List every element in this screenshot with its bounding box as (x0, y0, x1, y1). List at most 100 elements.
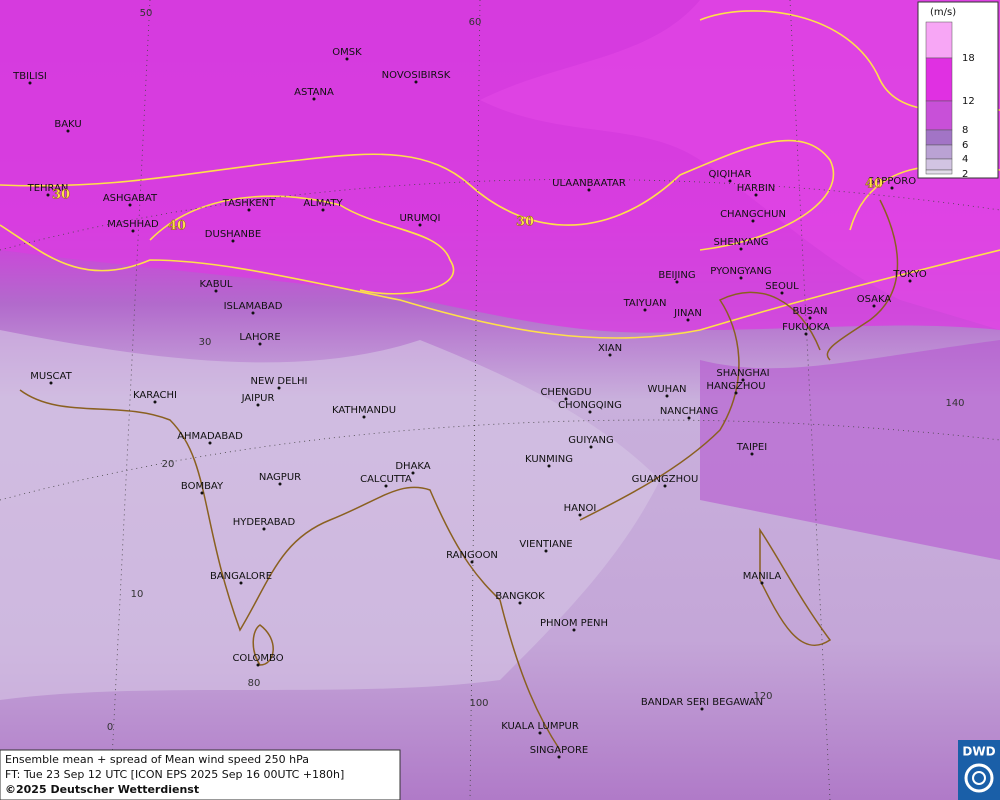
city-label: BAKU (54, 119, 81, 130)
city-marker (608, 353, 612, 357)
city-label: ALMATY (303, 198, 343, 209)
city-marker (200, 491, 204, 495)
city-label: ISLAMABAD (224, 301, 283, 312)
city-marker (46, 193, 50, 197)
city-marker (780, 291, 784, 295)
city-marker (728, 179, 732, 183)
city-label: TASHKENT (222, 198, 276, 209)
graticule-label: 100 (469, 698, 488, 709)
city-marker (544, 549, 548, 553)
city-label: BANDAR SERI BEGAWAN (641, 697, 763, 708)
city-label: JINAN (673, 308, 702, 319)
graticule-label: 60 (469, 17, 482, 28)
legend-label: 18 (962, 53, 975, 64)
city-label: MANILA (743, 571, 782, 582)
footer-line: FT: Tue 23 Sep 12 UTC [ICON EPS 2025 Sep… (5, 768, 344, 781)
city-label: SHANGHAI (716, 368, 769, 379)
city-marker (665, 394, 669, 398)
city-label: KUALA LUMPUR (501, 721, 579, 732)
city-marker (411, 471, 415, 475)
city-marker (754, 193, 758, 197)
city-marker (239, 581, 243, 585)
legend-swatch (925, 57, 953, 102)
city-label: BEIJING (658, 270, 695, 281)
city-marker (247, 208, 251, 212)
coastlines (19, 199, 899, 751)
city-label: TEHRAN (27, 183, 69, 194)
logo-icon (972, 771, 986, 785)
city-label: ASTANA (294, 87, 334, 98)
city-label: FUKUOKA (782, 322, 830, 333)
city-marker (214, 289, 218, 293)
city-label: AHMADABAD (177, 431, 243, 442)
city-marker (643, 308, 647, 312)
city-label: MUSCAT (30, 371, 72, 382)
city-marker (872, 304, 876, 308)
graticule-label: 120 (753, 691, 772, 702)
city-label: KABUL (200, 279, 233, 290)
city-marker (345, 57, 349, 61)
graticule-label: 10 (131, 589, 144, 600)
legend-swatch (925, 100, 953, 131)
city-marker (362, 415, 366, 419)
footer-box (0, 749, 401, 800)
city-marker (741, 378, 745, 382)
city-marker (312, 97, 316, 101)
legend: (m/s) 18 12 8 6 4 2 (917, 1, 999, 180)
wind-field (480, 0, 1000, 330)
logo: DWD (962, 745, 995, 759)
city-marker (547, 464, 551, 468)
city-marker (418, 223, 422, 227)
contour-label: 40 (168, 219, 186, 234)
city-marker (131, 229, 135, 233)
city-marker (278, 482, 282, 486)
city-label: NOVOSIBIRSK (382, 70, 451, 81)
city-marker (28, 81, 32, 85)
legend-bar: 18 12 8 6 4 2 (925, 21, 975, 180)
city-label: BUSAN (792, 306, 827, 317)
city-marker (262, 527, 266, 531)
city-label: JAIPUR (241, 393, 275, 404)
city-marker (538, 731, 542, 735)
city-label: CHANGCHUN (720, 209, 786, 220)
city-marker (49, 381, 53, 385)
city-label: LAHORE (239, 332, 280, 343)
city-label: HARBIN (737, 183, 776, 194)
city-marker (751, 219, 755, 223)
city-label: QIQIHAR (709, 169, 752, 180)
city-marker (587, 188, 591, 192)
city-marker (321, 208, 325, 212)
city-label: NEW DELHI (251, 376, 308, 387)
graticule-label: 80 (248, 678, 261, 689)
city-marker (564, 397, 568, 401)
city-marker (518, 601, 522, 605)
city-marker (734, 391, 738, 395)
city-marker (572, 628, 576, 632)
graticule-label: 140 (945, 398, 964, 409)
footer-line: Ensemble mean + spread of Mean wind spee… (5, 753, 309, 766)
city-label: SINGAPORE (530, 745, 589, 756)
graticule-label: 20 (162, 459, 175, 470)
city-marker (739, 276, 743, 280)
city-label: NAGPUR (259, 472, 301, 483)
city-marker (675, 280, 679, 284)
legend-swatch (925, 158, 953, 171)
city-label: HYDERABAD (233, 517, 296, 528)
city-label: SAPPORO (868, 176, 916, 187)
city-label: MASHHAD (107, 219, 159, 230)
city-label: OSAKA (857, 294, 892, 305)
labels: TBILISI BAKU OMSK NOVOSIBIRSK ASTANA TEHRAN AS… (12, 8, 965, 759)
city-label: URUMQI (399, 213, 440, 224)
city-label: PHNOM PENH (540, 618, 608, 629)
city-label: VIENTIANE (519, 539, 572, 550)
city-marker (277, 386, 281, 390)
city-marker (750, 452, 754, 456)
legend-label: 4 (962, 154, 968, 165)
city-label: PYONGYANG (710, 266, 771, 277)
city-marker (588, 410, 592, 414)
contour-label: 30 (516, 215, 534, 230)
city-marker (808, 316, 812, 320)
wind-field (0, 330, 660, 700)
city-marker (663, 484, 667, 488)
